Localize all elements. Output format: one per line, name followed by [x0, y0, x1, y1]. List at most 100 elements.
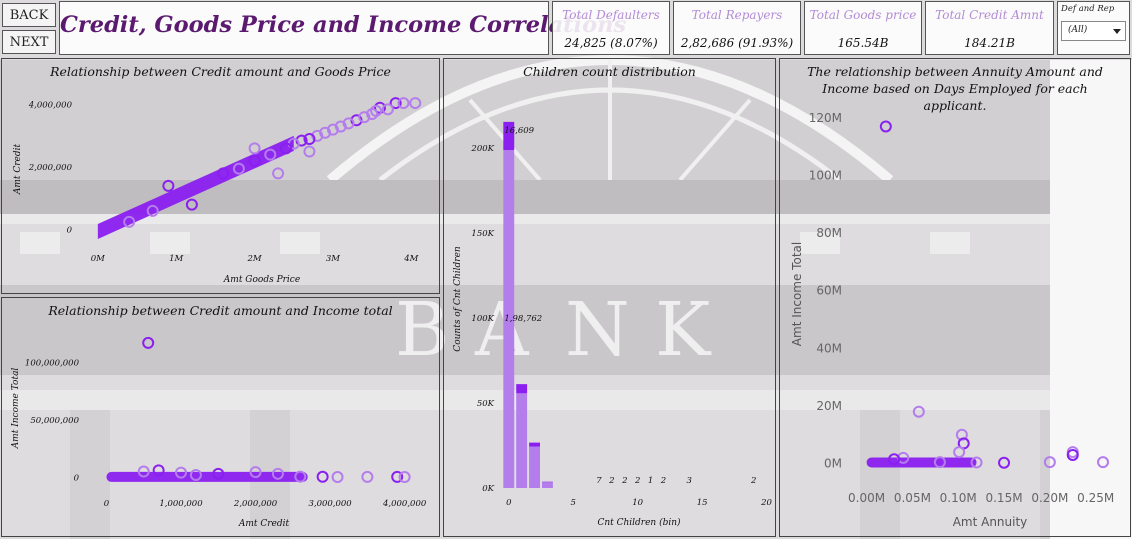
x-tick-label: 20	[760, 498, 772, 508]
x-tick-label: 2,000,000	[233, 499, 278, 509]
x-tick-label: 0.15M	[985, 491, 1022, 505]
scatter-point	[397, 97, 410, 110]
y-tick-label: 120M	[809, 111, 842, 125]
bar-data-label: 3	[687, 476, 692, 486]
y-tick-label: 150K	[471, 229, 494, 239]
chart-annuity-vs-income: 0M 20M 40M 60M 80M 100M 120M 0.00M 0.05M 0.10M 0.1…	[790, 111, 1114, 529]
bar-data-label: 2	[621, 476, 627, 486]
svg-text:A: A	[474, 287, 530, 373]
scatter-point	[232, 162, 245, 175]
x-tick-label: 10	[632, 498, 643, 508]
scatter-point	[370, 104, 383, 117]
y-tick-label: 200K	[470, 144, 494, 154]
chart-title: The relationship between Annuity Amount …	[807, 64, 1103, 113]
bar-repayers	[542, 482, 553, 488]
scatter-point	[212, 467, 225, 480]
scatter-point	[953, 446, 966, 459]
scatter-point	[142, 336, 155, 349]
bar-data-label: 7	[596, 476, 602, 486]
y-tick-label: 80M	[816, 226, 842, 240]
bar-data-label: 1	[648, 476, 653, 486]
y-axis-label: Amt Income Total	[11, 368, 21, 450]
scatter-point	[1066, 448, 1079, 461]
y-tick-label: 100M	[809, 168, 842, 182]
scatter-point	[879, 120, 892, 133]
back-button[interactable]: BACK	[2, 3, 56, 27]
kpi-label: Total Defaulters	[562, 8, 660, 22]
y-tick-label: 60M	[816, 284, 842, 298]
kpi-total-defaulters: Total Defaulters 24,825 (8.07%)	[552, 1, 670, 55]
scatter-point	[381, 103, 394, 116]
y-tick-label: 100K	[471, 314, 494, 324]
x-tick-label: 5	[571, 498, 576, 508]
kpi-value: 24,825 (8.07%)	[564, 36, 658, 50]
x-tick-label: 1,000,000	[159, 499, 203, 509]
x-tick-label: 2M	[247, 254, 262, 264]
kpi-total-credit-amount: Total Credit Amnt 184.21B	[925, 1, 1054, 55]
scatter-point	[152, 464, 165, 477]
y-tick-label: 50,000,000	[30, 416, 79, 426]
chart-title: Children count distribution	[523, 64, 696, 79]
scatter-point	[361, 470, 374, 483]
y-tick-label: 50K	[477, 399, 495, 409]
x-tick-label: 0M	[91, 254, 105, 264]
kpi-value: 184.21B	[964, 36, 1015, 50]
x-tick-label: 1M	[169, 254, 183, 264]
kpi-label: Total Repayers	[691, 8, 783, 22]
x-tick-label: 3M	[326, 254, 340, 264]
next-button[interactable]: NEXT	[2, 30, 56, 54]
scatter-point	[303, 133, 316, 145]
scatter-point	[272, 167, 285, 180]
panel-annuity-vs-income: The relationship between Annuity Amount …	[779, 58, 1131, 537]
filter-label: Def and Rep	[1061, 4, 1115, 14]
scatter-point	[248, 154, 261, 167]
scatter-point	[146, 204, 159, 217]
x-axis-label: Amt Goods Price	[223, 275, 300, 285]
bar-defaulters	[542, 481, 553, 483]
scatter-point	[970, 456, 983, 469]
x-tick-label: 0.05M	[894, 491, 931, 505]
scatter-point	[326, 123, 339, 136]
y-tick-label: 0	[74, 473, 80, 483]
chart-credit-vs-income: 0 1,000,000 2,000,000 3,000,000 4,000,000 0 50…	[11, 336, 427, 529]
y-tick-label: 4,000,000	[28, 101, 73, 111]
y-tick-label: 0M	[824, 457, 842, 471]
x-tick-label: 0.20M	[1031, 491, 1068, 505]
scatter-point	[319, 126, 332, 139]
scatter-point	[294, 470, 307, 483]
scatter-point	[409, 97, 422, 110]
scatter-point	[185, 198, 198, 211]
scatter-point	[912, 405, 925, 418]
panel-credit-vs-income: Relationship between Credit amount and I…	[1, 297, 440, 537]
y-tick-label: 40M	[816, 341, 842, 355]
chevron-down-icon[interactable]	[1113, 29, 1121, 34]
svg-text:K: K	[655, 287, 712, 373]
chart-credit-vs-goods: 0M 1M 2M 3M 4M 0 2,000,000 4,000,000 Amt Goods P…	[13, 97, 422, 285]
kpi-label: Total Goods price	[809, 8, 917, 22]
y-tick-label: 100,000,000	[25, 358, 80, 368]
scatter-point	[955, 428, 968, 441]
scatter-point	[311, 129, 324, 142]
svg-text:B: B	[395, 287, 449, 373]
def-rep-filter-dropdown[interactable]: (All)	[1061, 21, 1126, 41]
scatter-point	[358, 111, 371, 124]
scatter-point	[123, 215, 136, 228]
bar-data-label: 2	[634, 476, 640, 486]
scatter-point	[249, 466, 262, 479]
x-tick-label: 0.10M	[940, 491, 977, 505]
bar-data-label: 2	[750, 476, 756, 486]
y-axis-label: Amt Income Total	[790, 242, 804, 346]
x-tick-label: 3,000,000	[308, 499, 352, 509]
scatter-dense-band	[97, 135, 294, 239]
scatter-point	[279, 142, 292, 155]
panel-children-count: Children count distribution 0K 50K 100K 150…	[443, 58, 776, 537]
scatter-point	[933, 456, 946, 469]
x-tick-label: 4,000,000	[382, 499, 427, 509]
bar-repayers	[516, 393, 528, 488]
y-tick-label: 0	[67, 226, 73, 236]
scatter-point	[316, 470, 329, 483]
kpi-total-repayers: Total Repayers 2,82,686 (91.93%)	[673, 1, 801, 55]
scatter-point	[331, 471, 344, 484]
y-axis-label: Amt Credit	[13, 143, 23, 195]
scatter-point	[162, 179, 175, 192]
